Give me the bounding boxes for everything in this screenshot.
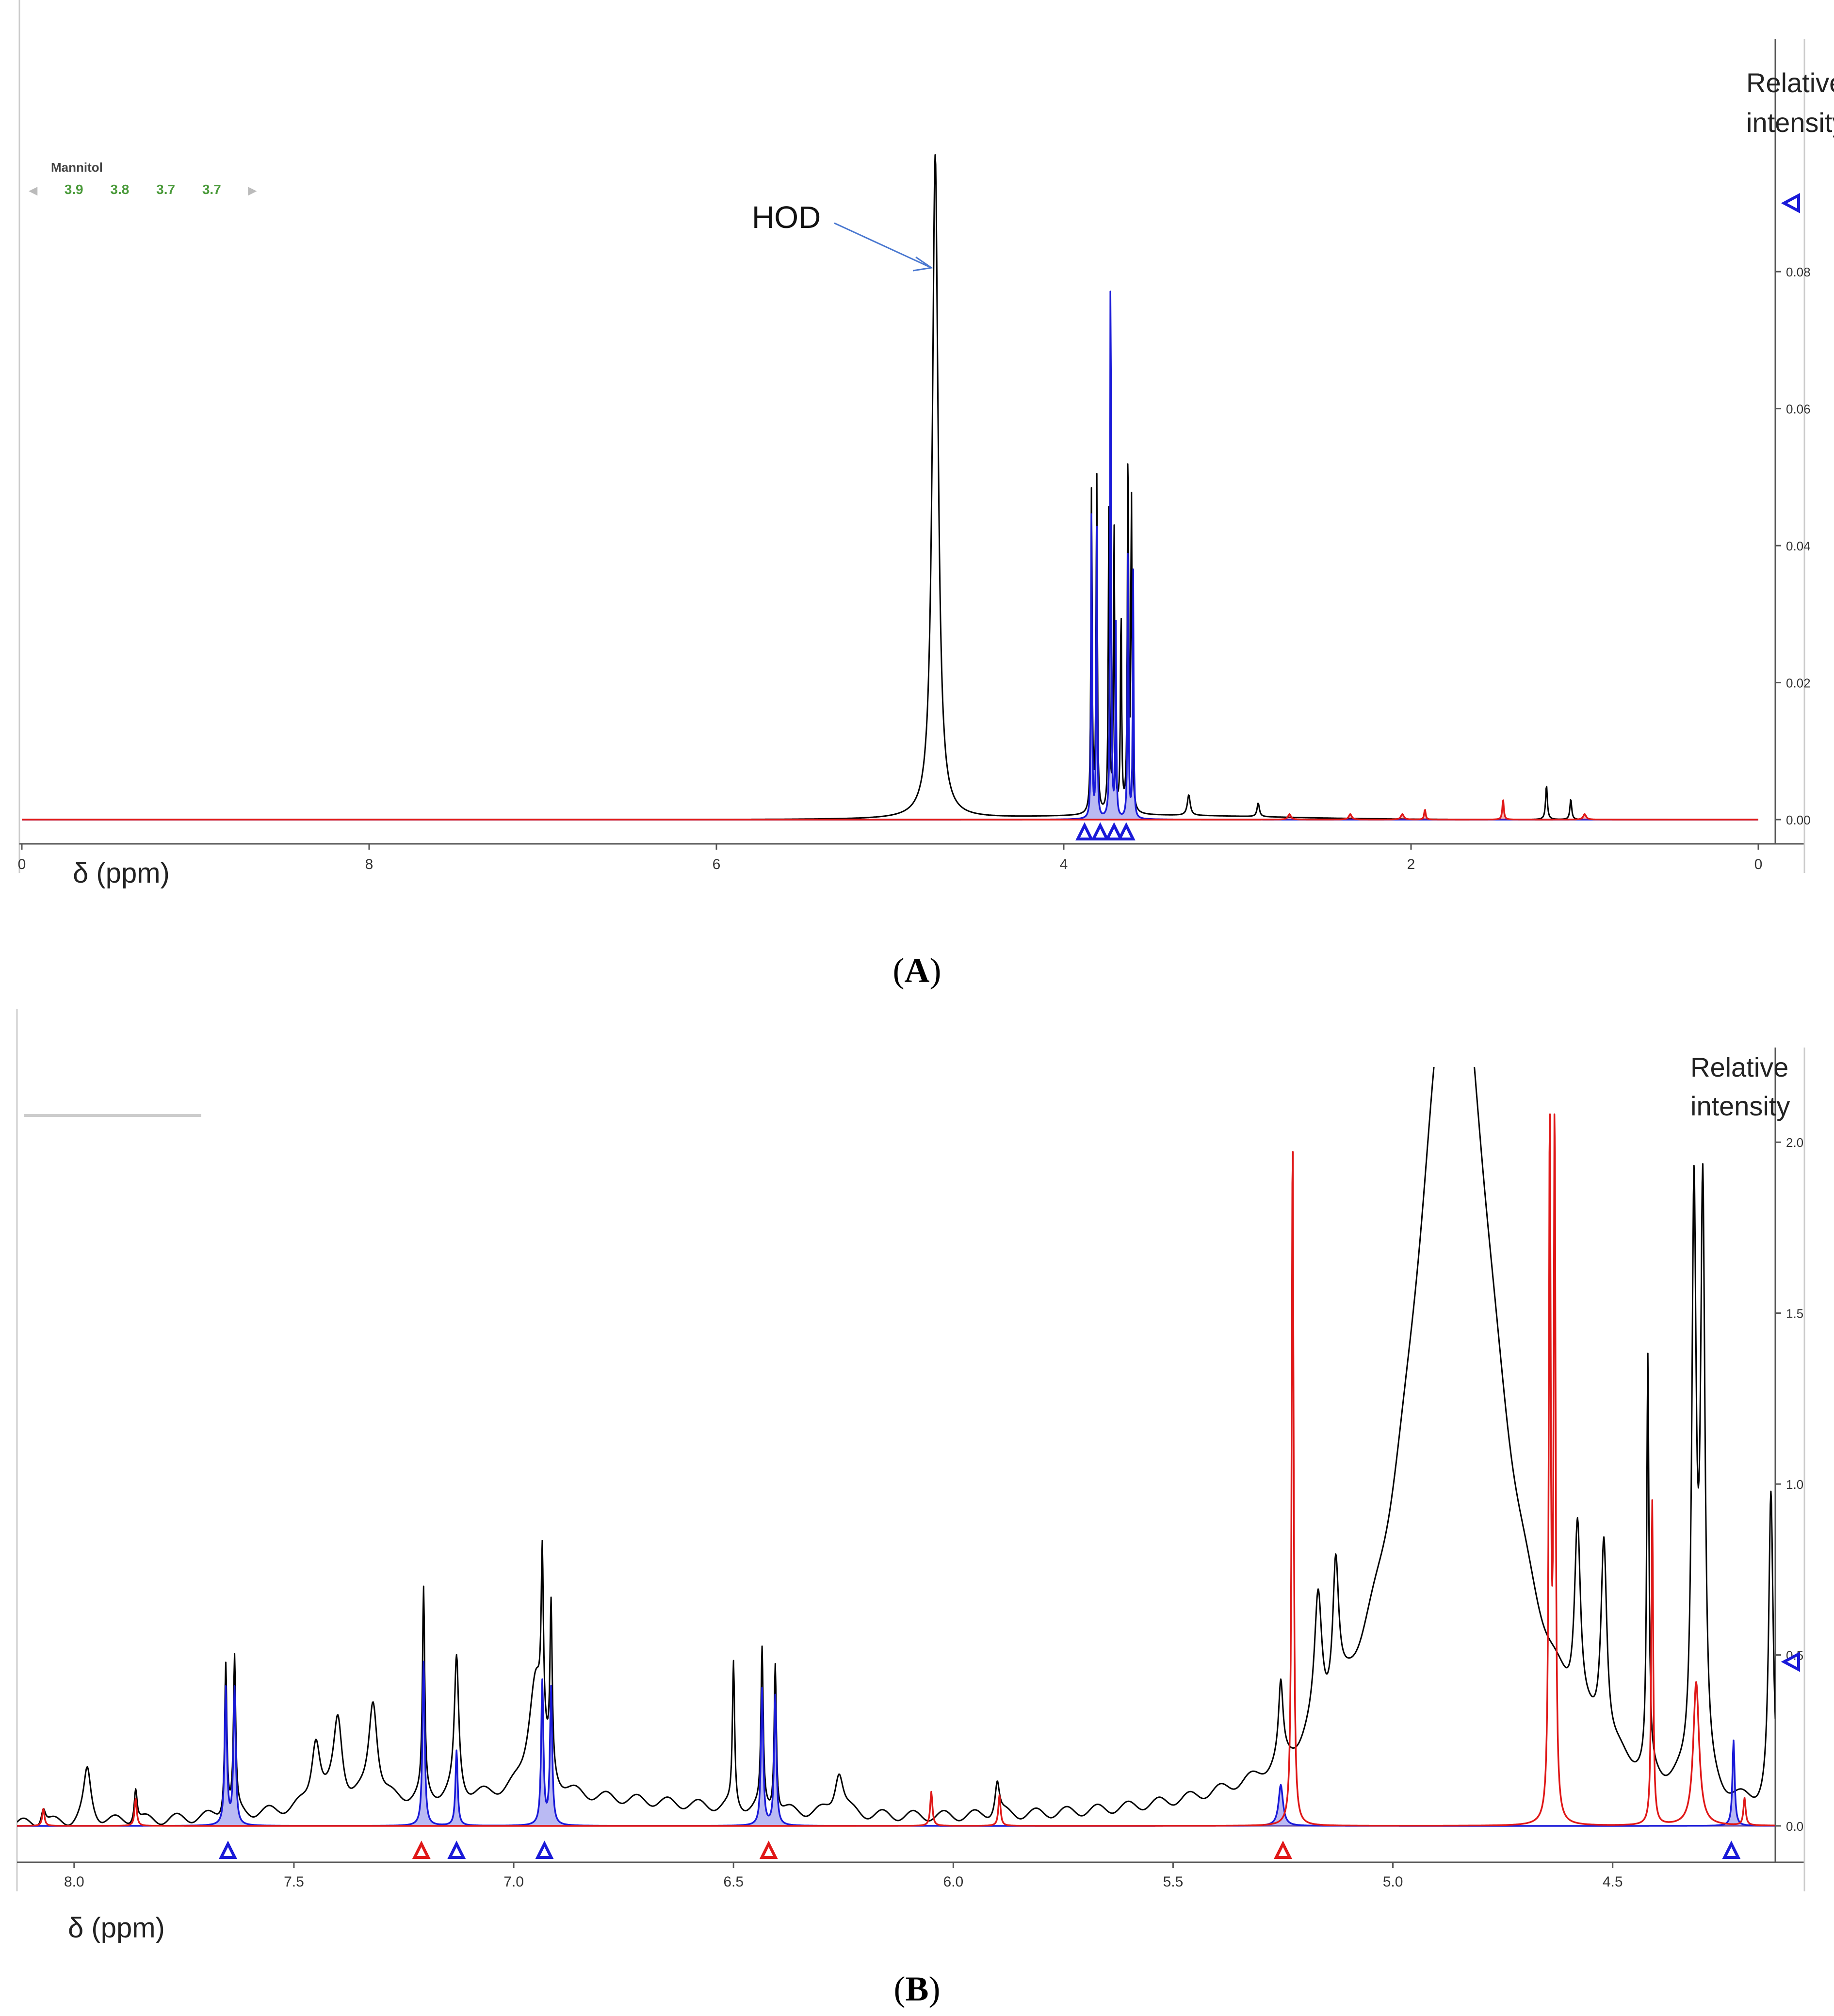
- intensity-level-marker: [1781, 193, 1800, 213]
- y-axis-label-line1: Relative: [1746, 67, 1834, 98]
- y-axis-label-line2: intensity: [1690, 1091, 1790, 1121]
- y-tick-label: 0.00: [1786, 813, 1811, 827]
- x-tick-label: 5.5: [1163, 1874, 1184, 1890]
- x-tick-label: 7.0: [503, 1874, 524, 1890]
- y-tick-label: 1.5: [1786, 1306, 1803, 1321]
- series-group: [17, 1067, 1775, 1827]
- x-tick-label: 0: [1754, 856, 1763, 872]
- legend-shift-1: 3.9: [64, 182, 83, 197]
- x-tick-label: 0: [18, 856, 26, 872]
- other-metabolites-trace: [22, 799, 1758, 821]
- panel-b-letter: B: [905, 1969, 929, 2008]
- blue-peak-marker: [447, 1840, 466, 1859]
- experimental-trace: [22, 154, 1758, 821]
- blue-peak-marker: [219, 1840, 237, 1859]
- blue-peak-marker: [1104, 822, 1123, 840]
- intensity-level-marker: [1781, 1651, 1800, 1672]
- series-group: [22, 154, 1758, 821]
- y-axis-label-line1: Relative: [1690, 1052, 1788, 1082]
- hod-annotation-arrowhead: [912, 256, 934, 272]
- panel-b-caption: (B): [893, 1969, 941, 2008]
- legend-compound-name: Mannitol: [51, 160, 103, 175]
- legend-shift-values: ◀ 3.9 3.8 3.7 3.7 ▶: [29, 182, 280, 197]
- panel-a-letter: A: [904, 951, 930, 990]
- legend-next-icon[interactable]: ▶: [248, 184, 257, 196]
- x-tick-label: 8: [365, 856, 373, 872]
- panel-b: 8.0 7.5 7.0 6.5 6.0 5.5 5.0 4.5 0.0 0.5 1.0 1.5 2.0 R…: [0, 999, 1834, 1969]
- blue-peak-marker: [1075, 822, 1094, 840]
- x-tick-label: 8.0: [64, 1874, 84, 1890]
- fit-red-trace: [17, 1113, 1775, 1827]
- mannitol-trace-fill: [22, 291, 1758, 820]
- x-tick-label: 4.5: [1603, 1874, 1623, 1890]
- legend-shift-4: 3.7: [202, 182, 221, 197]
- x-tick-label: 4: [1060, 856, 1068, 872]
- x-tick-label: 7.5: [284, 1874, 304, 1890]
- blue-peak-marker: [535, 1840, 554, 1859]
- y-tick-label: 0.08: [1786, 265, 1811, 279]
- y-tick-label: 0.0: [1786, 1819, 1803, 1834]
- y-tick-label: 2.0: [1786, 1135, 1803, 1150]
- red-peak-marker: [759, 1840, 778, 1859]
- spectrum-a-chart: 0 8 6 4 2 0 0.00 0.02 0.04 0.06 0.08 Relative intens…: [18, 0, 1834, 889]
- mannitol-legend: Mannitol ◀ 3.9 3.8 3.7 3.7 ▶: [29, 160, 280, 197]
- y-tick-label: 0.02: [1786, 676, 1811, 691]
- spectrum-b-chart: 8.0 7.5 7.0 6.5 6.0 5.5 5.0 4.50.00.51.01.52.0R…: [16, 1009, 1805, 1944]
- hod-annotation-label: HOD: [752, 200, 821, 235]
- red-peak-marker: [1274, 1840, 1292, 1859]
- blue-peak-marker: [1091, 822, 1110, 840]
- x-axis-label: δ (ppm): [73, 857, 170, 889]
- red-peak-marker: [412, 1840, 431, 1859]
- fit-blue-trace-fill: [17, 1661, 1775, 1826]
- x-tick-label: 2: [1407, 856, 1415, 872]
- x-axis-label: δ (ppm): [68, 1912, 165, 1944]
- y-tick-label: 0.06: [1786, 402, 1811, 417]
- y-axis-label-line2: intensity: [1746, 107, 1834, 138]
- y-tick-label: 0.04: [1786, 539, 1811, 553]
- blue-peak-marker: [1722, 1840, 1741, 1859]
- panel-a: 0 8 6 4 2 0 0.00 0.02 0.04 0.06 0.08 Relative intens…: [0, 0, 1834, 897]
- blue-peak-marker: [1117, 822, 1136, 840]
- fit-blue-trace: [17, 1661, 1775, 1827]
- mannitol-trace: [22, 290, 1758, 821]
- x-tick-label: 6.5: [723, 1874, 744, 1890]
- other-metabolites-trace-fill: [22, 800, 1758, 820]
- panel-a-caption: (A): [893, 951, 941, 990]
- x-tick-label: 5.0: [1383, 1874, 1403, 1890]
- experimental-trace: [17, 1067, 1775, 1827]
- x-tick-label: 6.0: [943, 1874, 963, 1890]
- x-tick-label: 6: [713, 856, 721, 872]
- legend-prev-icon[interactable]: ◀: [29, 184, 37, 196]
- hod-annotation-arrow: [834, 222, 932, 269]
- y-tick-label: 1.0: [1786, 1477, 1803, 1492]
- legend-shift-2: 3.8: [110, 182, 130, 197]
- legend-shift-3: 3.7: [156, 182, 176, 197]
